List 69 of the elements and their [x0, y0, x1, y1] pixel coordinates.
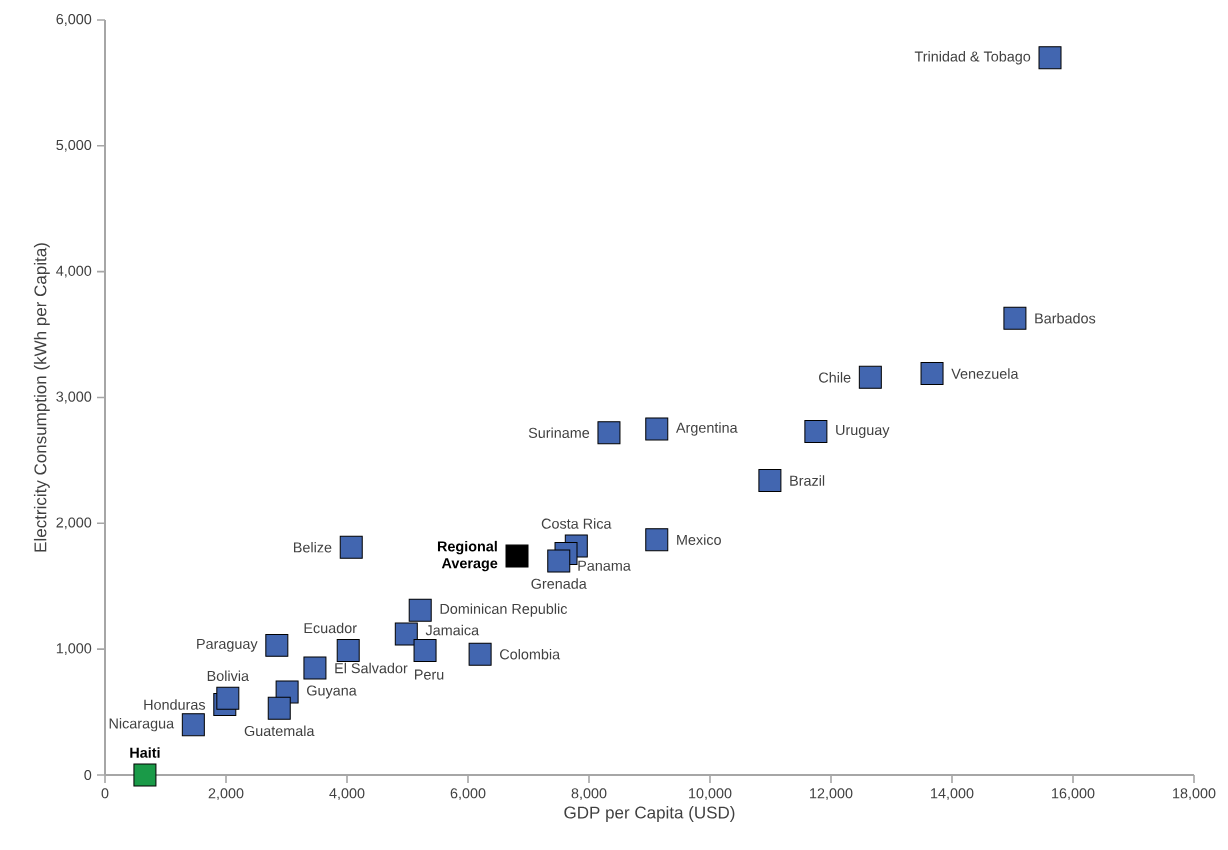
x-tick-label: 8,000 — [571, 788, 607, 801]
series-label: Haiti — [130, 747, 160, 758]
annotation: Guyana — [307, 685, 357, 699]
annotation: Guatemala — [244, 725, 315, 737]
y-tick-label: 2,000 — [56, 517, 92, 530]
point — [1003, 306, 1027, 330]
annotation: Nicaragua — [109, 717, 175, 732]
point — [645, 528, 669, 552]
point — [858, 365, 882, 389]
annotation: Paraguay — [197, 638, 258, 652]
annotation: Peru — [415, 669, 444, 680]
point — [408, 598, 432, 622]
point — [597, 421, 621, 445]
x-tick-label: 6,000 — [450, 788, 486, 801]
x-tick-label: 2,000 — [208, 788, 244, 801]
y-tick-label: 1,000 — [56, 643, 92, 656]
annotation: Colombia — [500, 648, 561, 660]
annotation: Bolivia — [207, 670, 250, 682]
point — [468, 642, 492, 666]
point — [303, 656, 327, 680]
x-tick-label: 0 — [101, 788, 109, 799]
y-tick-label: 5,000 — [56, 139, 92, 152]
annotation: Brazil — [790, 475, 825, 486]
annotation: Chile — [819, 372, 851, 383]
annotation: Uruguay — [836, 425, 890, 438]
point — [181, 713, 205, 737]
point — [547, 549, 571, 573]
y-tick-label: 3,000 — [56, 391, 92, 404]
point — [505, 544, 529, 568]
x-tick-label: 4,000 — [329, 788, 365, 801]
y-axis-title: Electricity Consumption (kWh per Capita) — [33, 243, 50, 552]
y-tick-label: 6,000 — [56, 14, 92, 26]
annotation: Mexico — [677, 534, 721, 545]
annotation: Panama — [578, 560, 631, 571]
y-tick-label: 0 — [84, 769, 92, 781]
annotation: Belize — [294, 541, 332, 553]
annotation: El Salvador — [335, 662, 408, 674]
annotation: Argentina — [675, 422, 738, 436]
point — [645, 417, 669, 441]
annotation: Costa Rica — [541, 518, 612, 529]
annotation: Jamaica — [425, 624, 480, 636]
annotation: Grenada — [531, 578, 587, 589]
point — [920, 362, 944, 386]
x-tick-label: 10,000 — [689, 788, 732, 801]
x-tick-label: 18,000 — [1173, 788, 1216, 801]
point — [133, 763, 157, 787]
annotation: Suriname — [528, 427, 590, 438]
point — [413, 638, 437, 662]
point — [339, 535, 363, 559]
annotation: Dominican Republic — [440, 603, 568, 617]
series-label: Regional Average — [437, 540, 498, 572]
x-tick-label: 14,000 — [931, 788, 974, 801]
annotation: Honduras — [144, 699, 206, 710]
y-tick-label: 4,000 — [56, 265, 92, 278]
point — [1038, 46, 1062, 70]
point — [804, 419, 828, 443]
annotation: Barbados — [1035, 312, 1096, 324]
annotation: Venezuela — [951, 368, 1019, 379]
x-tick-label: 12,000 — [810, 788, 853, 801]
annotation: Ecuador — [304, 622, 357, 634]
point — [216, 686, 240, 710]
annotation: Trinidad & Tobago — [914, 51, 1031, 65]
point — [265, 633, 289, 657]
point — [394, 622, 418, 646]
x-tick-label: 16,000 — [1052, 788, 1095, 801]
point — [336, 638, 360, 662]
x-axis-title: GDP per Capita (USD) — [564, 806, 735, 822]
point — [758, 469, 782, 493]
point — [267, 696, 291, 720]
